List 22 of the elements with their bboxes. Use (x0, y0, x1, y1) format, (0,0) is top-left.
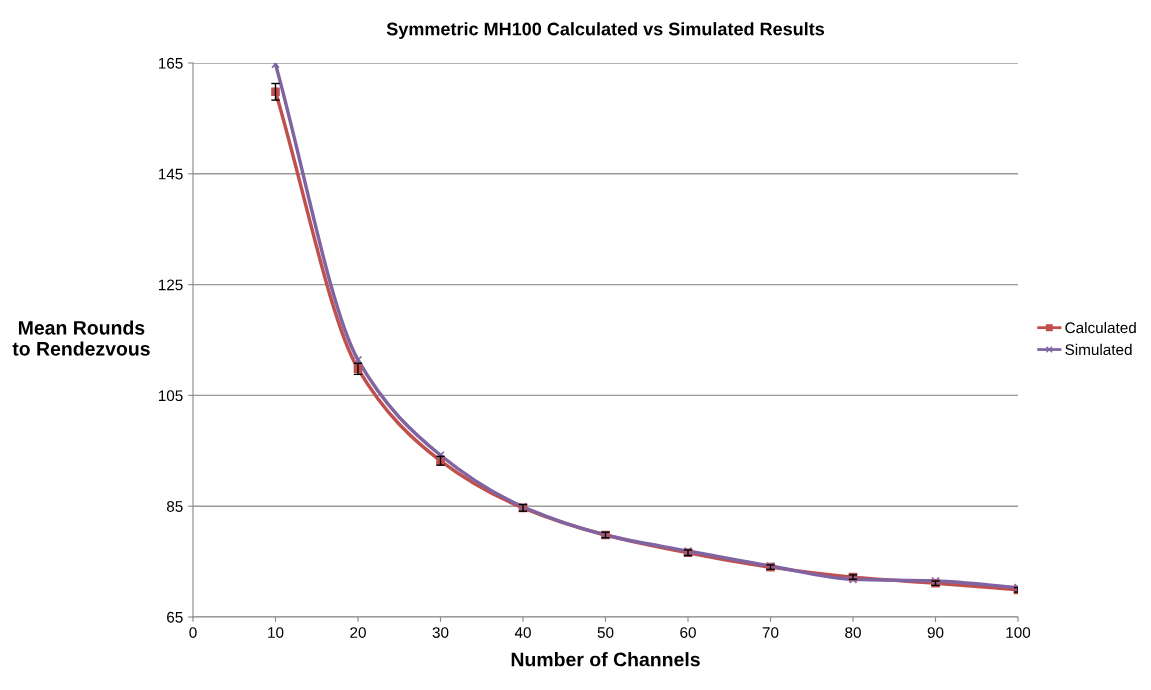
x-tick-label: 80 (845, 627, 861, 638)
x-tick-label: 0 (189, 627, 197, 638)
y-tick-label: 145 (158, 168, 183, 180)
x-tick-label: 50 (597, 627, 614, 638)
y-tick-label: 165 (158, 57, 183, 69)
x-tick-label: 10 (268, 627, 284, 638)
x-tick-label: 30 (432, 627, 449, 638)
y-tick-label: 125 (158, 279, 183, 291)
x-tick-label: 90 (927, 627, 944, 638)
y-tick-label: 85 (166, 501, 183, 512)
legend-label: Calculated (1065, 321, 1136, 334)
x-axis-title: Number of Channels (511, 652, 700, 667)
y-tick-label: 105 (158, 390, 183, 402)
y-axis-title: Mean Rounds to Rendezvous (12, 320, 150, 356)
legend-label: Simulated (1065, 343, 1132, 356)
x-tick-label: 40 (514, 627, 531, 638)
x-tick-label: 100 (1006, 627, 1031, 638)
x-tick-label: 60 (680, 627, 696, 638)
chart-title: Symmetric MH100 Calculated vs Simulated Results (386, 22, 825, 39)
x-tick-label: 70 (762, 627, 779, 638)
y-tick-label: 65 (167, 611, 183, 623)
x-tick-label: 20 (350, 627, 366, 638)
